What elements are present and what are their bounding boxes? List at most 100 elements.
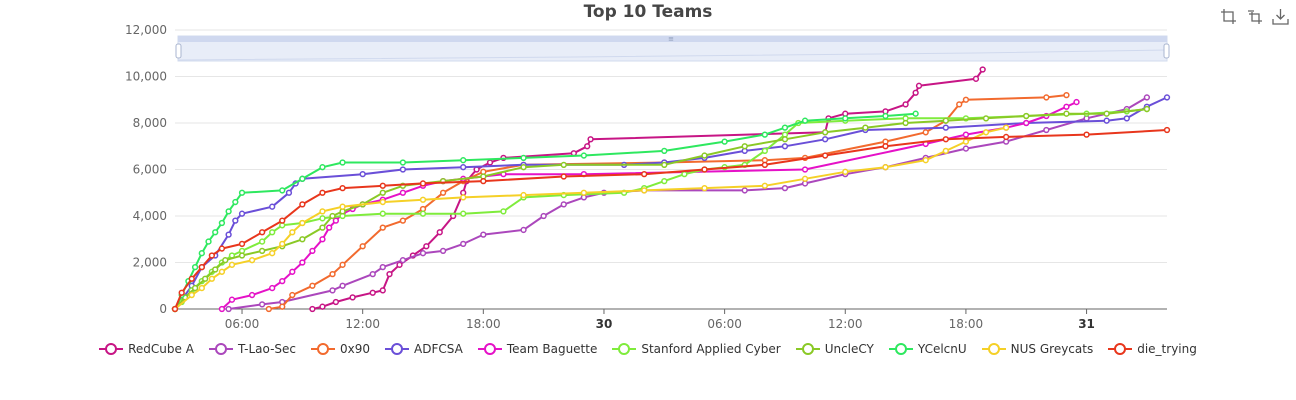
data-point[interactable] <box>208 275 216 282</box>
data-point[interactable] <box>289 229 296 236</box>
data-point[interactable] <box>289 291 296 299</box>
data-point[interactable] <box>349 294 356 301</box>
data-point[interactable] <box>309 305 316 313</box>
data-point[interactable] <box>269 203 276 210</box>
data-point[interactable] <box>882 143 889 150</box>
legend-item[interactable]: RedCube A <box>99 342 194 356</box>
data-point[interactable] <box>822 136 829 143</box>
data-point[interactable] <box>319 208 326 215</box>
data-point[interactable] <box>962 145 970 152</box>
data-point[interactable] <box>781 143 789 150</box>
data-point[interactable] <box>580 189 588 196</box>
data-point[interactable] <box>1063 91 1070 99</box>
data-point[interactable] <box>781 136 789 143</box>
data-point[interactable] <box>982 115 990 122</box>
data-point[interactable] <box>912 110 919 117</box>
data-point[interactable] <box>1023 112 1030 120</box>
data-point[interactable] <box>701 166 708 173</box>
data-point[interactable] <box>319 236 326 243</box>
data-point[interactable] <box>1163 126 1171 134</box>
data-point[interactable] <box>332 217 340 224</box>
zoom-grip-icon[interactable]: ≡ <box>668 35 674 43</box>
data-point[interactable] <box>520 164 527 171</box>
data-point[interactable] <box>942 136 949 143</box>
data-point[interactable] <box>1063 103 1070 110</box>
data-point[interactable] <box>1123 115 1130 122</box>
data-point[interactable] <box>500 208 507 215</box>
data-point[interactable] <box>942 117 949 124</box>
data-point[interactable] <box>1103 117 1110 124</box>
data-point[interactable] <box>661 147 668 155</box>
data-point[interactable] <box>202 275 209 282</box>
data-point[interactable] <box>379 287 386 294</box>
data-point[interactable] <box>520 154 527 162</box>
data-point[interactable] <box>460 194 467 201</box>
legend-item[interactable]: NUS Greycats <box>981 342 1093 356</box>
data-point[interactable] <box>560 201 567 208</box>
data-point[interactable] <box>902 101 909 108</box>
data-point[interactable] <box>339 159 346 166</box>
data-point[interactable] <box>882 112 889 120</box>
data-point[interactable] <box>191 264 199 271</box>
data-point[interactable] <box>178 289 185 296</box>
data-point[interactable] <box>299 236 306 243</box>
data-point[interactable] <box>741 143 748 150</box>
data-point[interactable] <box>299 259 306 266</box>
data-point[interactable] <box>379 210 386 217</box>
data-point[interactable] <box>299 201 306 208</box>
data-point[interactable] <box>822 129 829 136</box>
data-point[interactable] <box>661 177 668 185</box>
data-point[interactable] <box>439 247 447 255</box>
data-point[interactable] <box>399 217 407 224</box>
data-point[interactable] <box>238 189 246 196</box>
data-point[interactable] <box>309 282 316 289</box>
data-point[interactable] <box>460 240 467 248</box>
data-point[interactable] <box>801 175 809 182</box>
data-point[interactable] <box>915 82 923 89</box>
data-point[interactable] <box>761 161 768 169</box>
data-point[interactable] <box>1073 98 1080 106</box>
data-point[interactable] <box>580 152 588 159</box>
data-point[interactable] <box>198 284 205 292</box>
data-point[interactable] <box>641 171 648 178</box>
data-point[interactable] <box>399 159 407 166</box>
data-point[interactable] <box>299 175 306 182</box>
data-point[interactable] <box>279 187 286 194</box>
data-point[interactable] <box>942 124 949 131</box>
data-point[interactable] <box>225 305 232 313</box>
data-point[interactable] <box>962 138 970 145</box>
data-point[interactable] <box>480 177 487 185</box>
data-point[interactable] <box>359 171 366 178</box>
data-point[interactable] <box>460 157 467 164</box>
data-point[interactable] <box>473 166 480 173</box>
data-point[interactable] <box>419 210 427 217</box>
data-point[interactable] <box>1083 131 1090 138</box>
data-point[interactable] <box>212 266 219 273</box>
data-point[interactable] <box>191 284 199 292</box>
data-point[interactable] <box>956 101 963 108</box>
data-point[interactable] <box>399 166 407 173</box>
data-point[interactable] <box>641 187 648 194</box>
data-point[interactable] <box>329 270 336 278</box>
data-point[interactable] <box>460 210 467 217</box>
data-point[interactable] <box>922 157 929 164</box>
data-point[interactable] <box>319 164 326 171</box>
data-point[interactable] <box>225 231 232 238</box>
data-point[interactable] <box>279 217 286 224</box>
data-point[interactable] <box>309 247 316 255</box>
data-point[interactable] <box>972 75 980 82</box>
legend-item[interactable]: YCelcnU <box>888 342 967 356</box>
data-point[interactable] <box>781 184 789 192</box>
data-point[interactable] <box>265 305 272 313</box>
data-point[interactable] <box>326 224 333 231</box>
data-point[interactable] <box>205 238 212 245</box>
data-point[interactable] <box>339 261 346 268</box>
data-point[interactable] <box>1063 110 1070 117</box>
data-point[interactable] <box>979 66 986 73</box>
legend-item[interactable]: 0x90 <box>311 342 370 356</box>
data-point[interactable] <box>721 138 728 145</box>
data-point[interactable] <box>238 210 246 217</box>
data-point[interactable] <box>882 164 889 171</box>
legend-item[interactable]: T-Lao-Sec <box>208 342 296 356</box>
data-point[interactable] <box>781 124 789 131</box>
